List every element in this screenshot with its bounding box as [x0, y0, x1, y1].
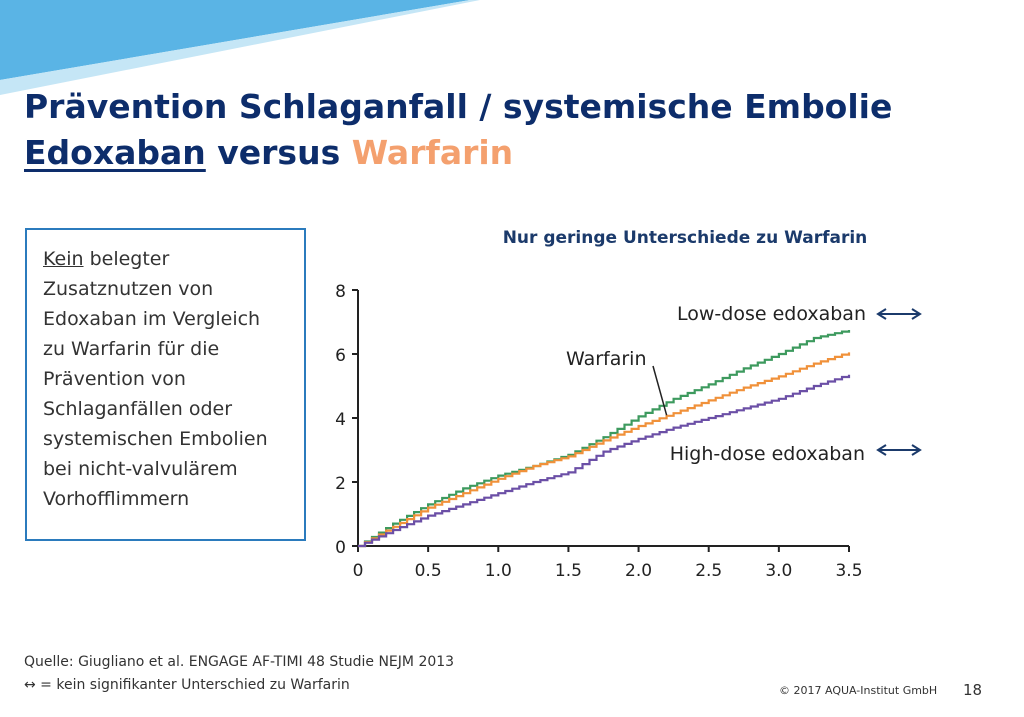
- slide-title-line1: Prävention Schlaganfall / systemische Em…: [24, 87, 893, 126]
- x-tick-label: 1.0: [485, 561, 512, 581]
- info-box-text: Kein belegter Zusatznutzen von Edoxaban …: [43, 244, 303, 514]
- y-tick-label: 4: [335, 410, 346, 430]
- chart-title: Nur geringe Unterschiede zu Warfarin: [503, 228, 868, 248]
- chart-series: [358, 330, 851, 548]
- y-tick-label: 0: [335, 538, 346, 558]
- arrow-head-left: [876, 308, 887, 320]
- info-line: Prävention von: [43, 368, 186, 390]
- y-tick-label: 8: [335, 282, 346, 302]
- title-drug-warfarin: Warfarin: [351, 133, 514, 172]
- series-label-high-dose: High-dose edoxaban: [670, 443, 865, 465]
- title-drug-edoxaban: Edoxaban: [24, 133, 206, 172]
- series-line: [358, 352, 851, 548]
- series-line: [358, 374, 851, 548]
- double-arrow-icon: ↔: [24, 677, 36, 693]
- incidence-chart: Nur geringe Unterschiede zu Warfarin 0 2 4…: [335, 228, 922, 581]
- slide-title-line2: Edoxaban versus Warfarin: [24, 130, 892, 176]
- y-tick-label: 6: [335, 346, 346, 366]
- info-line: Edoxaban im Vergleich: [43, 308, 261, 330]
- info-line: bei nicht-valvulärem: [43, 458, 238, 480]
- x-tick-label: 0: [353, 561, 364, 581]
- double-arrow-icon: [876, 444, 922, 456]
- series-label-low-dose: Low-dose edoxaban: [677, 303, 866, 325]
- series-line: [358, 330, 851, 548]
- info-line: zu Warfarin für die: [43, 338, 220, 360]
- arrow-head-right: [911, 444, 922, 456]
- source-citation: Quelle: Giugliano et al. ENGAGE AF-TIMI …: [24, 654, 455, 670]
- arrow-head-right: [911, 308, 922, 320]
- info-line-1: Kein belegter: [43, 244, 303, 274]
- x-tick-label: 3.5: [835, 561, 862, 581]
- info-line: Schlaganfällen oder: [43, 398, 233, 420]
- x-tick-label: 0.5: [415, 561, 442, 581]
- slide-title: Prävention Schlaganfall / systemische Em…: [24, 84, 892, 176]
- page-number: 18: [963, 681, 983, 699]
- series-label-warfarin: Warfarin: [566, 348, 647, 370]
- warfarin-leader-line: [652, 365, 668, 416]
- chart-series-labels: Low-dose edoxaban Warfarin High-dose edoxa…: [566, 303, 922, 465]
- info-line: Vorhofflimmern: [43, 488, 190, 510]
- x-tick-label: 2.0: [625, 561, 652, 581]
- info-line-1-rest: belegter: [83, 248, 170, 270]
- info-box: Kein belegter Zusatznutzen von Edoxaban …: [25, 228, 306, 541]
- x-tick-label: 1.5: [555, 561, 582, 581]
- y-tick-label: 2: [335, 474, 346, 494]
- legend-note-text: = kein signifikanter Unterschied zu Warf…: [35, 677, 350, 693]
- x-tick-label: 3.0: [765, 561, 792, 581]
- x-tick-label: 2.5: [695, 561, 722, 581]
- chart-axes: 0 2 4 6 8 0 0.5 1.0 1.5 2.0 2.5 3.0 3.5: [335, 282, 862, 581]
- double-arrow-icon: [876, 308, 922, 320]
- info-line: Zusatznutzen von: [43, 278, 214, 300]
- arrow-head-left: [876, 444, 887, 456]
- header-decoration: [0, 0, 480, 95]
- info-line: systemischen Embolien: [43, 428, 268, 450]
- title-versus: versus: [205, 133, 352, 172]
- legend-note: ↔ = kein signifikanter Unterschied zu Wa…: [24, 677, 350, 693]
- copyright: © 2017 AQUA-Institut GmbH: [779, 684, 938, 697]
- info-keyword: Kein: [43, 248, 84, 270]
